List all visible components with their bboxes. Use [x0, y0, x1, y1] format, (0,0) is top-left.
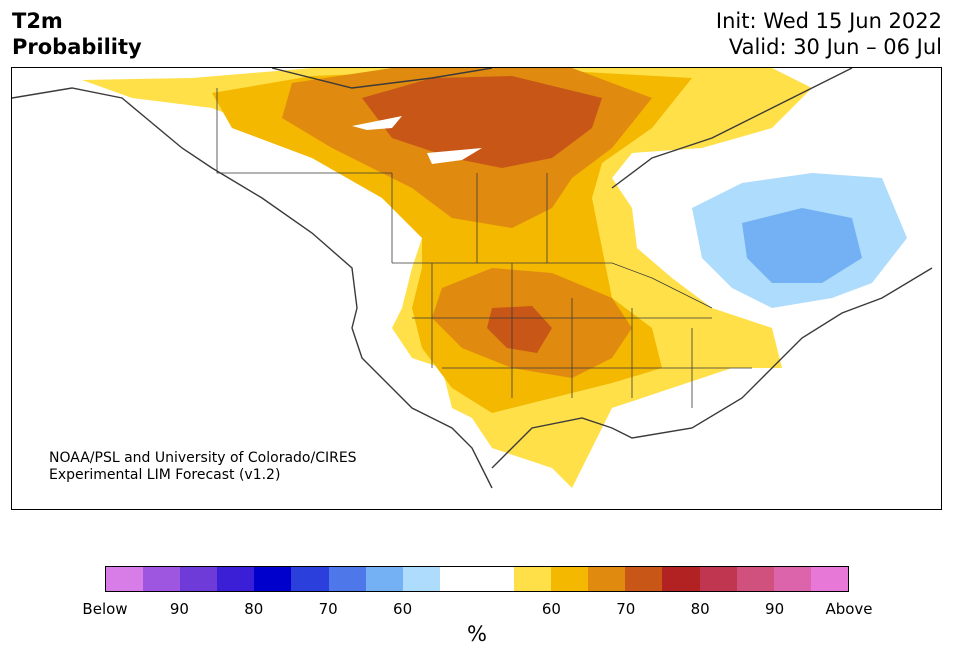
colorbar-segment: [402, 567, 440, 591]
colorbar-segment: [551, 567, 589, 591]
valid-range: Valid: 30 Jun – 06 Jul: [728, 35, 942, 59]
colorbar-tick-label: 90: [765, 600, 785, 618]
map-title: T2m Probability: [12, 8, 142, 60]
colorbar-tick-label: 80: [244, 600, 264, 618]
colorbar-segment: [588, 567, 626, 591]
colorbar-tick-label: Above: [825, 600, 873, 618]
title-variable: T2m: [12, 9, 63, 33]
colorbar-unit: %: [467, 622, 487, 646]
colorbar-tick-label: 70: [318, 600, 338, 618]
colorbar-tick-label: 60: [541, 600, 561, 618]
colorbar-segment: [328, 567, 366, 591]
map-canvas: [12, 68, 933, 489]
forecast-dates: Init: Wed 15 Jun 2022 Valid: 30 Jun – 06…: [716, 8, 942, 60]
credit-line-2: Experimental LIM Forecast (v1.2): [49, 467, 281, 483]
forecast-map: [11, 67, 942, 510]
colorbar-segment: [514, 567, 552, 591]
borders: [216, 88, 752, 408]
colorbar-segment: [217, 567, 255, 591]
colorbar-tick-label: 90: [169, 600, 189, 618]
colorbar-tick-label: 80: [690, 600, 710, 618]
colorbar-segment: [106, 567, 144, 591]
colorbar-tick-label: Below: [82, 600, 128, 618]
colorbar-segment: [143, 567, 181, 591]
credit-line-1: NOAA/PSL and University of Colorado/CIRE…: [49, 450, 357, 466]
colorbar-segment: [254, 567, 292, 591]
title-quantity: Probability: [12, 35, 142, 59]
credit-text: NOAA/PSL and University of Colorado/CIRE…: [49, 450, 357, 484]
colorbar-tick-label: 60: [393, 600, 413, 618]
colorbar-segment: [810, 567, 848, 591]
colorbar-segment: [736, 567, 774, 591]
colorbar-segment: [625, 567, 663, 591]
lake: [427, 148, 482, 164]
colorbar-tick-label: 70: [616, 600, 636, 618]
coastlines: [12, 68, 933, 489]
colorbar-segment: [439, 567, 477, 591]
cool-65-region: [742, 208, 862, 283]
colorbar-segment: [365, 567, 403, 591]
colorbar-segment: [476, 567, 515, 591]
warm-75-region: [362, 76, 602, 353]
colorbar-segment: [180, 567, 218, 591]
colorbar-segment: [699, 567, 737, 591]
init-date: Init: Wed 15 Jun 2022: [715, 9, 942, 33]
colorbar-segment: [291, 567, 329, 591]
lake: [352, 116, 402, 130]
colorbar-segment: [662, 567, 700, 591]
colorbar-segment: [773, 567, 811, 591]
colorbar: [105, 566, 849, 592]
